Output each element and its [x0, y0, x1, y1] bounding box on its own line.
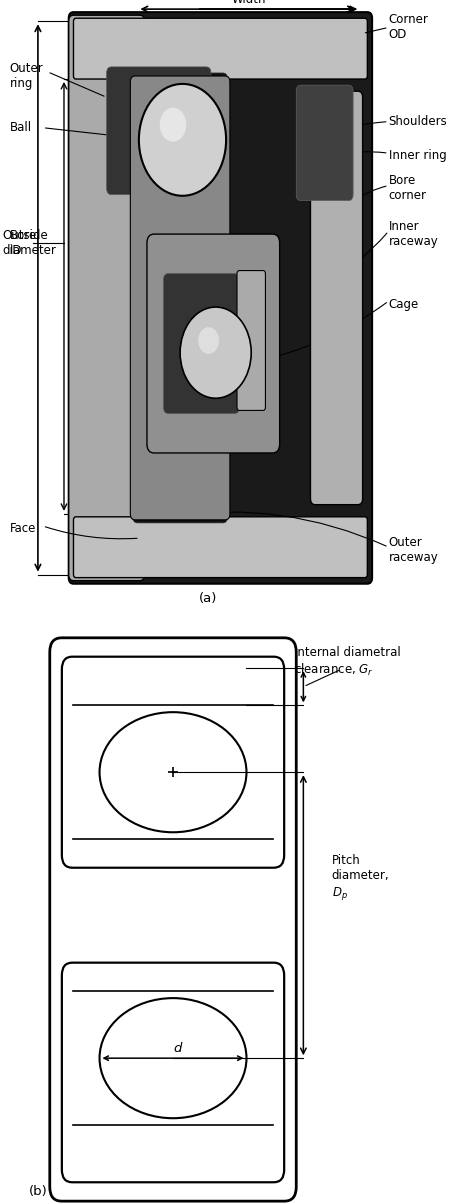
Text: Inner ring: Inner ring	[389, 148, 447, 161]
FancyBboxPatch shape	[69, 16, 145, 580]
Text: Inner
raceway: Inner raceway	[389, 220, 438, 248]
FancyBboxPatch shape	[237, 271, 265, 411]
Circle shape	[180, 307, 251, 399]
Text: Outer
raceway: Outer raceway	[389, 536, 438, 565]
Circle shape	[139, 84, 226, 196]
Text: Bore,
ID: Bore, ID	[9, 229, 40, 258]
FancyBboxPatch shape	[130, 76, 230, 520]
FancyBboxPatch shape	[69, 12, 372, 584]
Text: Cage: Cage	[389, 297, 419, 311]
Text: Corner
OD: Corner OD	[389, 13, 428, 41]
Ellipse shape	[100, 998, 246, 1119]
FancyBboxPatch shape	[62, 963, 284, 1182]
FancyBboxPatch shape	[50, 638, 296, 1202]
Text: Width: Width	[232, 0, 266, 6]
Text: (b): (b)	[28, 1185, 47, 1198]
FancyBboxPatch shape	[73, 517, 367, 578]
FancyBboxPatch shape	[147, 234, 280, 453]
Text: Outer
ring: Outer ring	[9, 61, 43, 90]
Ellipse shape	[100, 713, 246, 832]
Text: Bore
corner: Bore corner	[389, 175, 427, 202]
Text: Internal diametral
clearance, $G_r$: Internal diametral clearance, $G_r$	[294, 647, 401, 678]
Text: Ball: Ball	[9, 122, 32, 134]
Text: $d$: $d$	[173, 1041, 183, 1055]
Text: (a): (a)	[200, 592, 218, 604]
Text: Shoulders: Shoulders	[389, 116, 447, 128]
FancyBboxPatch shape	[310, 92, 363, 504]
FancyBboxPatch shape	[296, 85, 353, 201]
FancyBboxPatch shape	[133, 73, 228, 523]
Text: Outside
diameter: Outside diameter	[2, 229, 56, 258]
FancyBboxPatch shape	[73, 18, 367, 79]
Circle shape	[160, 107, 186, 142]
Text: Pitch
diameter,
$D_p$: Pitch diameter, $D_p$	[332, 855, 390, 902]
FancyBboxPatch shape	[164, 273, 239, 413]
Circle shape	[198, 327, 219, 354]
Text: Face: Face	[9, 523, 36, 536]
FancyBboxPatch shape	[107, 67, 211, 195]
FancyBboxPatch shape	[62, 656, 284, 868]
